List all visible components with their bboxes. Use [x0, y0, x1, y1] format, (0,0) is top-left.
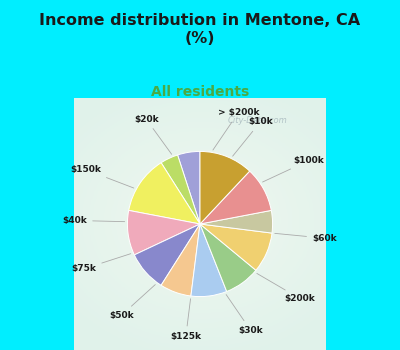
Wedge shape [200, 171, 271, 224]
Wedge shape [129, 163, 200, 224]
Text: $125k: $125k [170, 299, 201, 341]
Wedge shape [200, 210, 272, 233]
Text: All residents: All residents [151, 85, 249, 99]
Text: $30k: $30k [226, 295, 263, 335]
Wedge shape [178, 152, 200, 224]
Wedge shape [200, 152, 250, 224]
Wedge shape [128, 210, 200, 255]
Wedge shape [191, 224, 227, 296]
Wedge shape [134, 224, 200, 285]
Text: $60k: $60k [275, 233, 337, 243]
Text: $50k: $50k [109, 285, 155, 320]
Text: $150k: $150k [70, 165, 134, 188]
Wedge shape [161, 155, 200, 224]
Text: > $200k: > $200k [213, 108, 259, 150]
Text: Income distribution in Mentone, CA
(%): Income distribution in Mentone, CA (%) [40, 13, 360, 46]
Text: $40k: $40k [62, 216, 125, 225]
Text: $20k: $20k [134, 114, 172, 154]
Text: $10k: $10k [233, 117, 273, 156]
Text: $100k: $100k [262, 156, 324, 182]
Wedge shape [200, 224, 272, 270]
Text: $75k: $75k [72, 254, 131, 273]
Text: $200k: $200k [257, 273, 316, 303]
Wedge shape [200, 224, 256, 292]
Text: City-Data.com: City-Data.com [228, 116, 288, 125]
Wedge shape [161, 224, 200, 296]
